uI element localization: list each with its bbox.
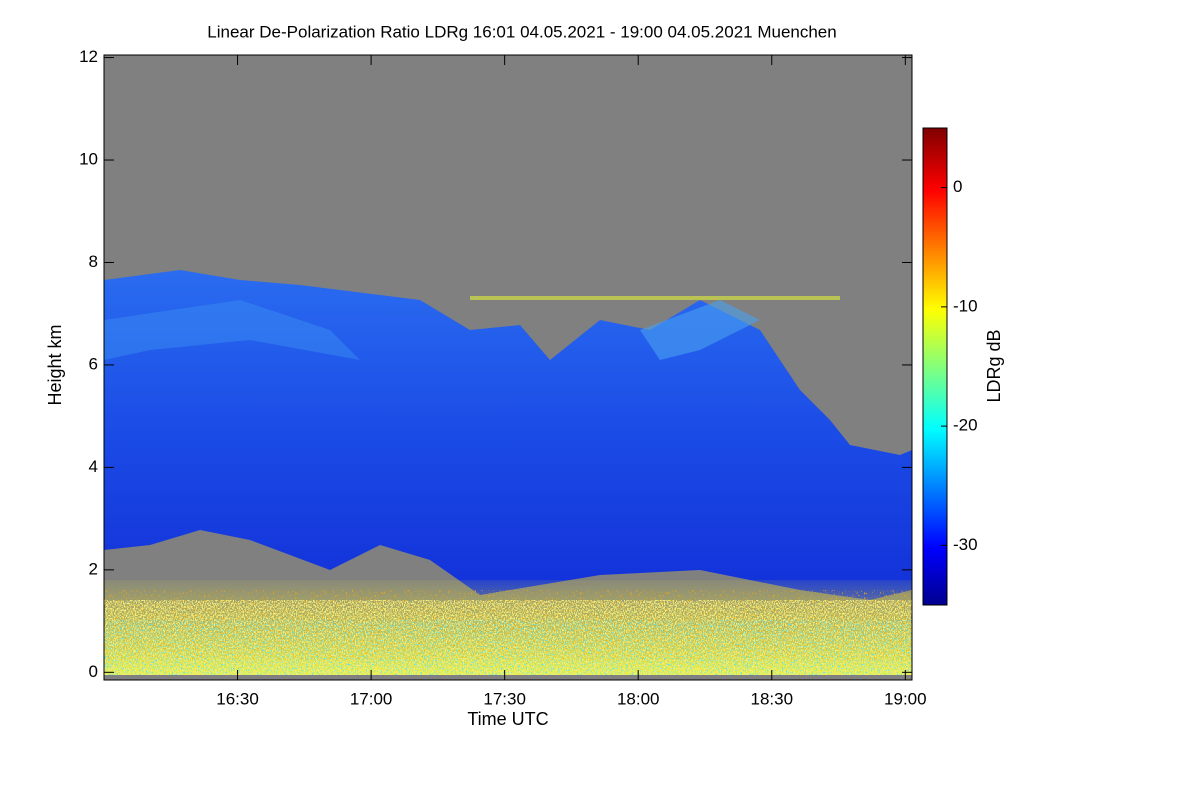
y-tick-label: 12 (79, 47, 98, 66)
y-tick-label: 4 (89, 457, 98, 476)
colorbar-tick-label: 0 (953, 177, 962, 196)
x-tick-label: 16:30 (216, 689, 259, 708)
plot-frame (103, 54, 913, 681)
colorbar-label: LDRg dB (984, 329, 1004, 402)
x-tick-label: 19:00 (884, 689, 927, 708)
ldr-field (104, 55, 912, 680)
cloud-top (104, 300, 360, 360)
colorbar-tick-label: -10 (953, 296, 978, 315)
x-tick-label: 18:30 (750, 689, 793, 708)
colorbar-tick-label: -30 (953, 535, 978, 554)
y-tick-label: 2 (89, 559, 98, 578)
y-axis-label: Height km (45, 324, 65, 405)
colorbar (922, 127, 948, 606)
x-tick-label: 18:00 (617, 689, 660, 708)
y-tick-label: 6 (89, 354, 98, 373)
x-axis-label: Time UTC (467, 709, 548, 729)
x-tick-label: 17:00 (350, 689, 393, 708)
x-tick-label: 17:30 (483, 689, 526, 708)
colorbar-tick-label: -20 (953, 416, 978, 435)
y-tick-label: 10 (79, 150, 98, 169)
y-tick-label: 8 (89, 252, 98, 271)
y-tick-label: 0 (89, 662, 98, 681)
cloud-top (640, 300, 760, 360)
boundary-speckle (104, 590, 912, 660)
cloud (104, 270, 912, 600)
chart-title: Linear De-Polarization Ratio LDRg 16:01 … (207, 22, 836, 41)
thin-layer (470, 296, 840, 300)
